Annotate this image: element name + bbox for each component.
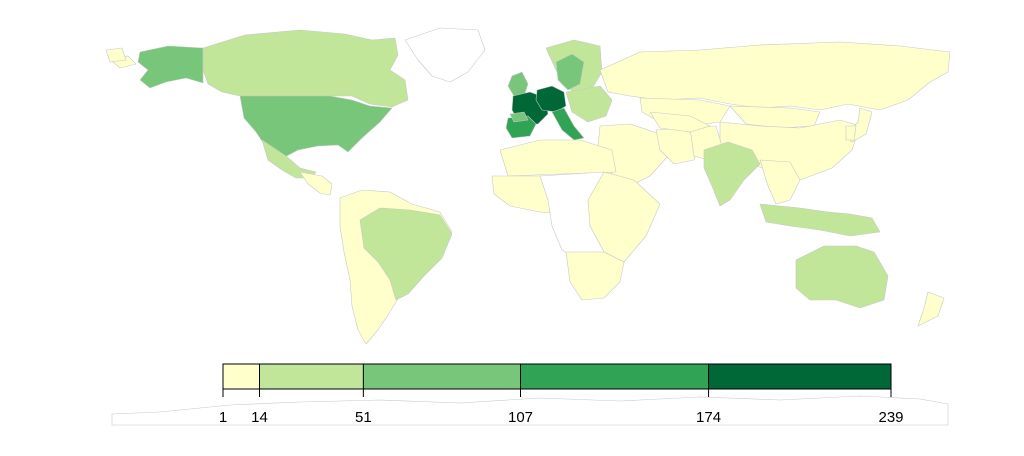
region-indonesia — [759, 203, 881, 237]
legend-swatch-2 — [363, 364, 521, 389]
legend-tick-label-3: 107 — [508, 409, 533, 426]
region-brazil — [359, 207, 453, 301]
region-southern-africa — [565, 251, 625, 301]
region-greenland — [404, 27, 486, 83]
region-canada — [202, 29, 409, 108]
region-usa — [239, 95, 393, 159]
region-north-africa — [499, 139, 617, 177]
legend-swatch-3 — [520, 364, 709, 389]
region-central-asia — [649, 111, 711, 133]
region-nordic-south — [555, 53, 585, 91]
region-alaska-west-tip — [105, 47, 127, 63]
region-australia — [795, 245, 889, 309]
legend-swatch-4 — [708, 364, 891, 389]
legend-ticks: 1 14 51 107 174 239 — [219, 364, 904, 426]
legend-swatch-0 — [223, 364, 260, 389]
color-legend: 1 14 51 107 174 239 — [219, 363, 904, 426]
region-uk-ireland — [507, 71, 529, 97]
region-italy — [551, 107, 585, 141]
region-korea — [845, 125, 857, 141]
region-iberia-north — [509, 111, 529, 123]
region-southeast-asia — [759, 159, 801, 205]
region-alaska — [137, 45, 204, 89]
legend-swatch-1 — [259, 364, 364, 389]
region-india — [703, 141, 761, 207]
region-eastern-europe — [565, 85, 613, 123]
legend-tick-label-5: 239 — [878, 409, 903, 426]
legend-tick-label-2: 51 — [355, 409, 372, 426]
region-mexico-central — [299, 171, 333, 196]
legend-tick-label-1: 14 — [251, 409, 268, 426]
region-new-zealand — [917, 291, 945, 327]
world-land — [105, 27, 951, 426]
region-antarctica-outline — [111, 395, 949, 426]
legend-tick-label-4: 174 — [696, 409, 721, 426]
legend-swatches — [223, 364, 891, 389]
legend-tick-label-0: 1 — [219, 409, 227, 426]
